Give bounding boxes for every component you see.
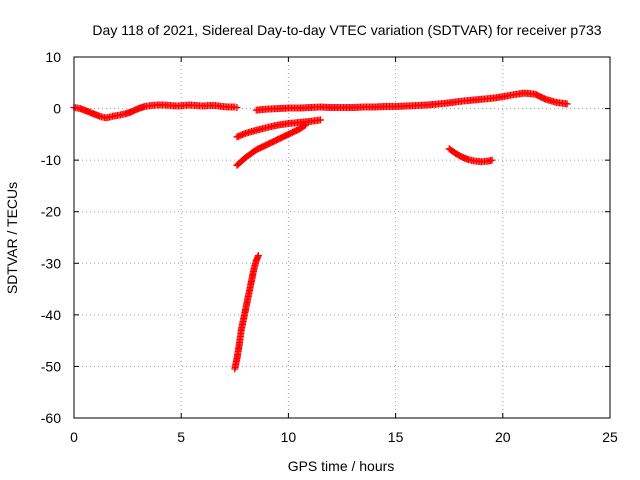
y-tick-label: -60 [41,410,61,426]
x-tick-label: 25 [602,429,618,445]
y-tick-label: -10 [41,152,61,168]
y-tick-label: -30 [41,255,61,271]
data-series [231,252,262,373]
y-axis-label: SDTVAR / TECUs [4,182,20,294]
plot-frame [73,56,611,419]
data-point [563,100,571,108]
x-tick-label: 20 [495,429,511,445]
data-point [302,121,310,129]
chart-title: Day 118 of 2021, Sidereal Day-to-day VTE… [92,22,601,38]
y-tick-label: -50 [41,358,61,374]
data-point [488,156,496,164]
x-tick-label: 15 [388,429,404,445]
data-series [233,116,325,141]
data-point [300,122,308,130]
x-axis-label: GPS time / hours [288,458,395,474]
data-point [233,104,241,112]
x-tick-label: 0 [70,429,78,445]
grid [74,57,610,418]
y-tick-label: 10 [45,49,61,65]
x-tick-label: 5 [177,429,185,445]
data-points [70,89,571,373]
data-series [233,121,310,169]
y-tick-label: -20 [41,204,61,220]
data-point [317,116,325,124]
data-series [252,89,571,114]
data-point [254,252,262,260]
data-series [70,101,241,122]
data-series [445,145,496,166]
x-tick-label: 10 [281,429,297,445]
y-tick-label: -40 [41,307,61,323]
y-tick-label: 0 [53,101,61,117]
